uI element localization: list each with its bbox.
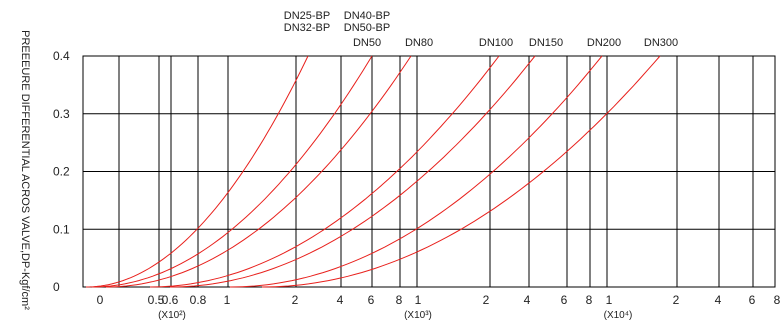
x-tick-label: 8 [396,293,403,307]
x-tick-label: 8 [586,293,593,307]
curve-3 [105,55,412,288]
x-tick-label: 1 [606,293,613,307]
curve-2 [91,55,373,288]
curve-label: DN100 [479,37,513,49]
x-tick-label: 4 [524,293,531,307]
x-tick-label: 6 [368,293,375,307]
x-tick-label: 6 [561,293,568,307]
x-multiplier-label: (X10⁴) [604,310,633,321]
curve-5 [169,55,536,288]
x-multiplier-label: (X10²) [158,310,186,321]
y-tick-label: 0.1 [53,222,70,236]
x-tick-label: 4 [337,293,344,307]
x-tick-label: 2 [483,293,490,307]
x-tick-label: 0.8 [190,293,207,307]
x-tick-label: 2 [673,293,680,307]
y-tick-label: 0.4 [53,49,70,63]
x-tick-label: 1 [415,293,422,307]
curve-4 [149,55,500,288]
y-tick-label: 0.3 [53,107,70,121]
x-tick-label: 4 [715,293,722,307]
x-tick-label: 8 [774,293,781,307]
curve-7 [261,55,661,288]
x-multiplier-label: (X10³) [404,310,432,321]
curve-label: DN40-BP [344,10,390,22]
x-tick-label: 1 [224,293,231,307]
y-axis-label: PREEEURE DIFFERENTIAL ACROS VALVE,DP-Kgf… [19,30,31,310]
grid [82,55,776,288]
y-tick-label: 0.2 [53,165,70,179]
x-tick-label: 0 [97,293,104,307]
x-tick-label: 0.5 [148,293,165,307]
curve-label: DN25-BP [284,10,330,22]
curve-1 [85,55,309,288]
curve-label: DN50 [353,37,381,49]
curves [85,55,661,288]
curve-label: DN50-BP [344,22,390,34]
curve-label: DN150 [529,37,563,49]
curve-label: DN32-BP [284,22,330,34]
x-tick-label: 6 [749,293,756,307]
curve-label: DN200 [587,37,621,49]
x-tick-label: 0.6 [162,293,179,307]
curve-6 [229,55,603,288]
curve-label: DN80 [405,37,433,49]
curve-label: DN300 [644,37,678,49]
x-tick-label: 2 [292,293,299,307]
y-tick-label: 0 [53,280,60,294]
tick-labels: 00.10.20.30.40 0.50.6 0.8 1 2 4 6 8 1 2 4 6 8 1 2 4 6 8(X… [53,49,781,321]
